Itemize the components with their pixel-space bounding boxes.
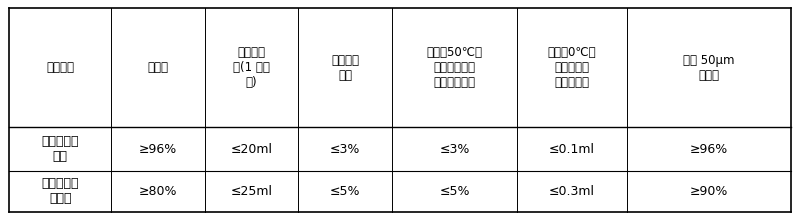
Text: 通过 50μm
试验筛: 通过 50μm 试验筛	[683, 54, 734, 82]
Text: ≤20ml: ≤20ml	[230, 143, 273, 156]
Text: ≤25ml: ≤25ml	[230, 185, 273, 198]
Text: ≥80%: ≥80%	[138, 185, 177, 198]
Text: ≤3%: ≤3%	[439, 143, 470, 156]
Text: 倾倒后残
余物: 倾倒后残 余物	[331, 54, 359, 82]
Text: 悬浮率: 悬浮率	[147, 61, 168, 74]
Text: 持久起泡
件(1 分钟
后): 持久起泡 件(1 分钟 后)	[233, 46, 270, 89]
Text: ≤5%: ≤5%	[439, 185, 470, 198]
Text: ≥90%: ≥90%	[690, 185, 728, 198]
Text: 技术指标: 技术指标	[46, 61, 74, 74]
Text: ≤3%: ≤3%	[330, 143, 361, 156]
Text: ≤0.3ml: ≤0.3ml	[549, 185, 595, 198]
Text: 热贮（50℃）
稳定性（有效
成分分解率）: 热贮（50℃） 稳定性（有效 成分分解率）	[426, 46, 482, 89]
Text: ≥96%: ≥96%	[138, 143, 177, 156]
Text: ≤0.1ml: ≤0.1ml	[549, 143, 595, 156]
Text: 低温（0℃）
稳定性（离
析物体积）: 低温（0℃） 稳定性（离 析物体积）	[547, 46, 596, 89]
Text: ≤5%: ≤5%	[330, 185, 361, 198]
Text: 本发明所有
实例: 本发明所有 实例	[42, 135, 79, 163]
Text: 农药产品规
格要求: 农药产品规 格要求	[42, 178, 79, 205]
Text: ≥96%: ≥96%	[690, 143, 728, 156]
